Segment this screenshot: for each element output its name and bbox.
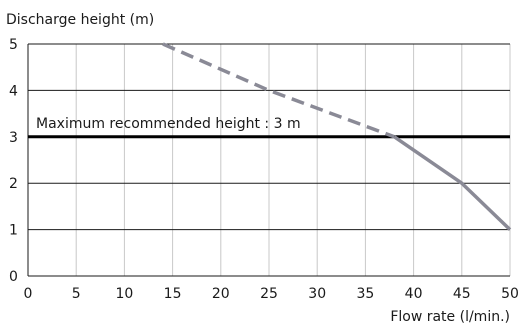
series-0-dashed-line [162,42,395,139]
x-tick-label-35: 35 [356,286,374,302]
x-tick-label-0: 0 [24,286,33,302]
y-tick-label-2: 2 [9,176,18,192]
y-axis-label: Discharge height (m) [6,12,154,28]
y-tick-label-3: 3 [9,130,18,146]
y-tick-label-4: 4 [9,83,18,99]
x-tick-label-45: 45 [453,286,471,302]
grid [28,43,511,276]
x-tick-label-40: 40 [405,286,423,302]
y-tick-label-1: 1 [9,223,18,239]
x-tick-label-20: 20 [212,286,230,302]
x-tick-label-30: 30 [308,286,326,302]
x-tick-label-5: 5 [72,286,81,302]
x-tick-label-10: 10 [115,286,133,302]
series-group [162,42,512,231]
reference-line-group: Maximum recommended height : 3 m [28,116,510,139]
axes [27,44,510,277]
series-1-solid-line [393,135,512,231]
x-tick-label-25: 25 [260,286,278,302]
y-tick-label-0: 0 [9,269,18,285]
x-tick-label-15: 15 [164,286,182,302]
reference-line-label: Maximum recommended height : 3 m [36,116,301,132]
y-tick-label-5: 5 [9,37,18,53]
x-tick-label-50: 50 [501,286,519,302]
x-axis-label: Flow rate (l/min.) [390,309,510,324]
